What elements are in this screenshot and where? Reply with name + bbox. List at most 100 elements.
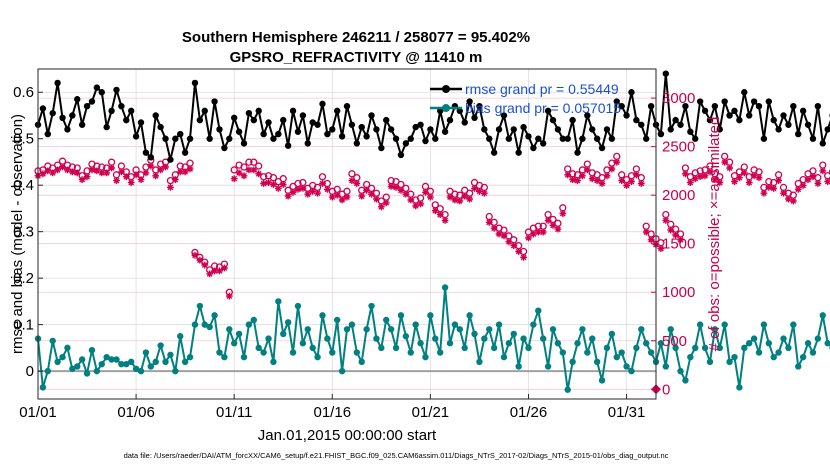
bias-point xyxy=(118,360,125,368)
rmse-point xyxy=(628,89,635,96)
bias-point xyxy=(432,335,439,342)
rmse-point xyxy=(741,89,748,96)
bias-point xyxy=(314,353,321,361)
y-left-tick-label-4: 0.4 xyxy=(13,177,34,194)
rmse-point xyxy=(824,126,830,133)
rmse-point xyxy=(324,130,331,138)
rmse-point xyxy=(78,121,86,128)
obs-possible-point xyxy=(259,173,268,181)
bias-point xyxy=(726,358,733,366)
rmse-point xyxy=(603,126,611,133)
bias-point xyxy=(451,321,459,328)
data-file-footnote: data file: /Users/raeder/DAI/ATM_forcXX/… xyxy=(124,451,669,460)
rmse-point xyxy=(554,126,562,133)
rmse-point xyxy=(642,135,650,142)
bias-point xyxy=(819,312,826,319)
bias-point xyxy=(78,356,86,363)
obs-assimilated-point xyxy=(789,197,797,205)
bias-point xyxy=(446,340,454,347)
legend: rmse grand pr = 0.55449 bias grand pr = … xyxy=(430,81,621,116)
rmse-point xyxy=(59,114,66,122)
bias-point xyxy=(535,307,542,314)
rmse-point xyxy=(343,102,351,110)
bias-point xyxy=(495,321,503,328)
bias-point xyxy=(525,344,532,352)
bias-point xyxy=(559,349,567,356)
bias-point xyxy=(692,344,699,352)
rmse-point xyxy=(250,116,258,124)
bias-point xyxy=(775,349,782,356)
obs-assimilated-point xyxy=(770,185,778,192)
obs-assimilated-point xyxy=(672,231,679,239)
obs-assimilated-point xyxy=(579,172,586,180)
rmse-point xyxy=(309,119,316,126)
rmse-point xyxy=(716,126,723,133)
bias-point xyxy=(579,326,586,333)
obs-assimilated-point xyxy=(510,242,518,249)
x-tick-label-2: 01/11 xyxy=(216,404,252,421)
obs-assimilated-point xyxy=(637,180,645,187)
obs-assimilated-point xyxy=(731,178,738,185)
rmse-point xyxy=(598,144,606,152)
bias-point xyxy=(603,344,611,352)
obs-assimilated-point xyxy=(407,196,415,204)
rmse-point xyxy=(589,126,596,133)
obs-assimilated-point xyxy=(677,236,684,244)
bias-point xyxy=(319,312,326,319)
bias-point xyxy=(662,363,670,370)
rmse-point xyxy=(750,98,758,105)
obs-assimilated-point xyxy=(608,165,616,173)
obs-assimilated-point xyxy=(397,186,405,194)
y-right-tick-label-2: 1000 xyxy=(662,284,695,301)
obs-assimilated-point xyxy=(628,178,635,185)
bias-point xyxy=(780,335,787,342)
bias-point xyxy=(574,340,581,347)
bias-point xyxy=(343,326,351,333)
obs-assimilated-point xyxy=(662,217,670,224)
obs-assimilated-point xyxy=(314,189,321,197)
rmse-point xyxy=(809,135,817,142)
rmse-point xyxy=(235,128,243,135)
obs-assimilated-point xyxy=(78,176,86,183)
bias-point xyxy=(358,358,365,366)
rmse-point xyxy=(397,151,405,159)
bias-point xyxy=(378,344,385,352)
bias-point xyxy=(412,321,419,328)
rmse-point xyxy=(417,121,424,128)
rmse-point xyxy=(363,133,370,140)
rmse-point xyxy=(711,102,719,110)
bias-point xyxy=(539,335,547,342)
obs-assimilated-point xyxy=(118,168,125,176)
rmse-point xyxy=(157,123,164,131)
obs-assimilated-point xyxy=(446,193,454,201)
bias-point xyxy=(250,316,258,324)
y-right-tick-label-0: 0 xyxy=(662,381,670,398)
bias-point xyxy=(422,353,429,361)
rmse-point xyxy=(490,149,498,156)
bias-point xyxy=(427,312,434,319)
legend-rmse-marker xyxy=(442,85,450,93)
rmse-point xyxy=(441,128,449,135)
obs-assimilated-point xyxy=(147,162,155,170)
obs-assimilated-point xyxy=(274,185,282,192)
obs-assimilated-point xyxy=(289,188,297,196)
bias-point xyxy=(348,321,356,328)
obs-assimilated-point xyxy=(68,168,76,176)
obs-assimilated-point xyxy=(137,176,145,183)
obs-assimilated-point xyxy=(814,180,822,187)
rmse-point xyxy=(613,98,620,105)
bias-point xyxy=(44,367,52,375)
bias-point xyxy=(289,349,297,356)
bias-point xyxy=(196,302,204,310)
bias-point xyxy=(471,330,478,338)
rmse-point xyxy=(378,144,385,152)
obs-assimilated-point xyxy=(294,186,302,193)
obs-assimilated-point xyxy=(88,166,96,174)
rmse-point xyxy=(525,133,532,140)
bias-point xyxy=(549,326,557,333)
obs-assimilated-point xyxy=(230,175,238,183)
obs-assimilated-point xyxy=(490,224,498,232)
obs-assimilated-point xyxy=(54,166,61,174)
bias-point xyxy=(814,335,822,342)
y-left-tick-label-0: 0 xyxy=(26,363,34,380)
